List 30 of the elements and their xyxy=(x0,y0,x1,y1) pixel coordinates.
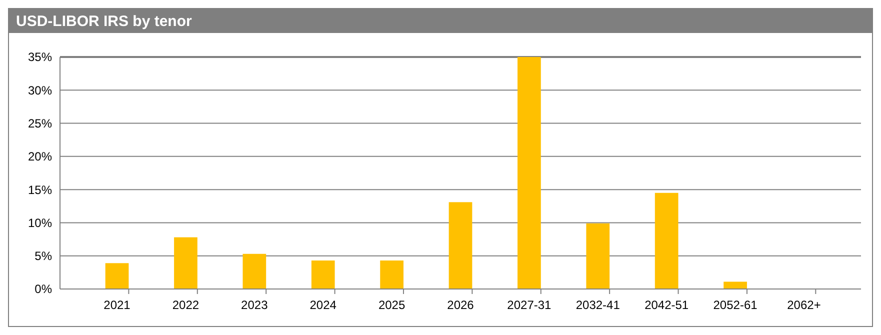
y-tick-label: 5% xyxy=(34,249,52,264)
x-tick-label: 2042-51 xyxy=(644,298,689,312)
bar xyxy=(654,192,678,289)
y-tick-label: 10% xyxy=(28,216,52,230)
bar xyxy=(174,237,198,289)
y-tick-label: 35% xyxy=(28,50,52,64)
x-tick-label: 2032-41 xyxy=(576,298,620,312)
x-tick-label: 2027-31 xyxy=(507,298,552,312)
y-tick-label: 0% xyxy=(34,282,52,296)
bar xyxy=(105,263,129,289)
chart-title: USD-LIBOR IRS by tenor xyxy=(16,13,192,30)
x-tick-label: 2062+ xyxy=(787,298,821,312)
y-tick-label: 30% xyxy=(28,83,52,98)
bar xyxy=(586,223,610,289)
bar xyxy=(448,202,472,289)
x-tick-label: 2026 xyxy=(447,298,474,312)
bar xyxy=(380,260,404,289)
x-tick-label: 2052-61 xyxy=(713,298,758,312)
x-tick-label: 2022 xyxy=(172,298,200,312)
x-tick-label: 2023 xyxy=(241,298,268,312)
bar xyxy=(311,260,335,289)
x-tick-label: 2024 xyxy=(310,298,337,312)
y-tick-label: 25% xyxy=(28,116,52,130)
x-tick-label: 2021 xyxy=(104,298,131,312)
bar xyxy=(724,282,747,289)
bar xyxy=(518,57,541,289)
y-tick-label: 15% xyxy=(28,182,52,197)
y-tick-label: 20% xyxy=(28,150,52,164)
x-tick-label: 2025 xyxy=(378,298,406,312)
bar xyxy=(242,254,266,289)
